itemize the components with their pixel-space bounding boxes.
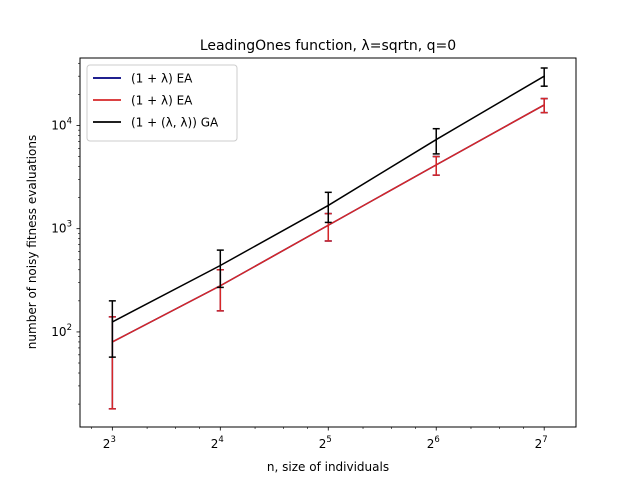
- data-point: [111, 321, 114, 323]
- legend-label: (1 + λ) EA: [131, 72, 193, 86]
- x-axis: 23 24 25 26 27: [91, 427, 548, 451]
- y-tick-label: 102: [51, 323, 72, 339]
- series-1: [108, 97, 548, 410]
- x-tick-label: 24: [211, 435, 224, 451]
- x-axis-label: n, size of individuals: [267, 460, 389, 474]
- data-point: [543, 104, 545, 106]
- legend: (1 + λ) EA (1 + λ) EA (1 + (λ, λ)) GA: [86, 64, 238, 142]
- x-tick-label: 26: [427, 435, 440, 451]
- series-2: [108, 67, 548, 358]
- y-tick-label: 103: [51, 220, 72, 236]
- y-axis: 102 103 104: [51, 62, 80, 405]
- x-tick-label: 23: [103, 435, 116, 451]
- legend-item-1: (1 + λ) EA: [93, 94, 193, 108]
- legend-item-0: (1 + λ) EA: [93, 72, 193, 86]
- data-point: [543, 75, 545, 77]
- x-tick-label: 25: [319, 435, 332, 451]
- series-layer: [108, 67, 548, 410]
- chart-title: LeadingOnes function, λ=sqrtn, q=0: [200, 38, 456, 54]
- data-point: [327, 204, 330, 207]
- data-point: [435, 164, 438, 166]
- data-point: [219, 264, 222, 267]
- data-point: [435, 138, 438, 141]
- x-tick-label: 27: [535, 435, 548, 451]
- legend-item-2: (1 + (λ, λ)) GA: [93, 116, 219, 130]
- y-axis-label: number of noisy fitness evaluations: [25, 135, 39, 349]
- data-point: [327, 224, 330, 227]
- y-tick-label: 104: [51, 116, 72, 132]
- legend-box: [86, 64, 238, 142]
- legend-label: (1 + λ) EA: [131, 94, 193, 108]
- legend-label: (1 + (λ, λ)) GA: [131, 116, 219, 130]
